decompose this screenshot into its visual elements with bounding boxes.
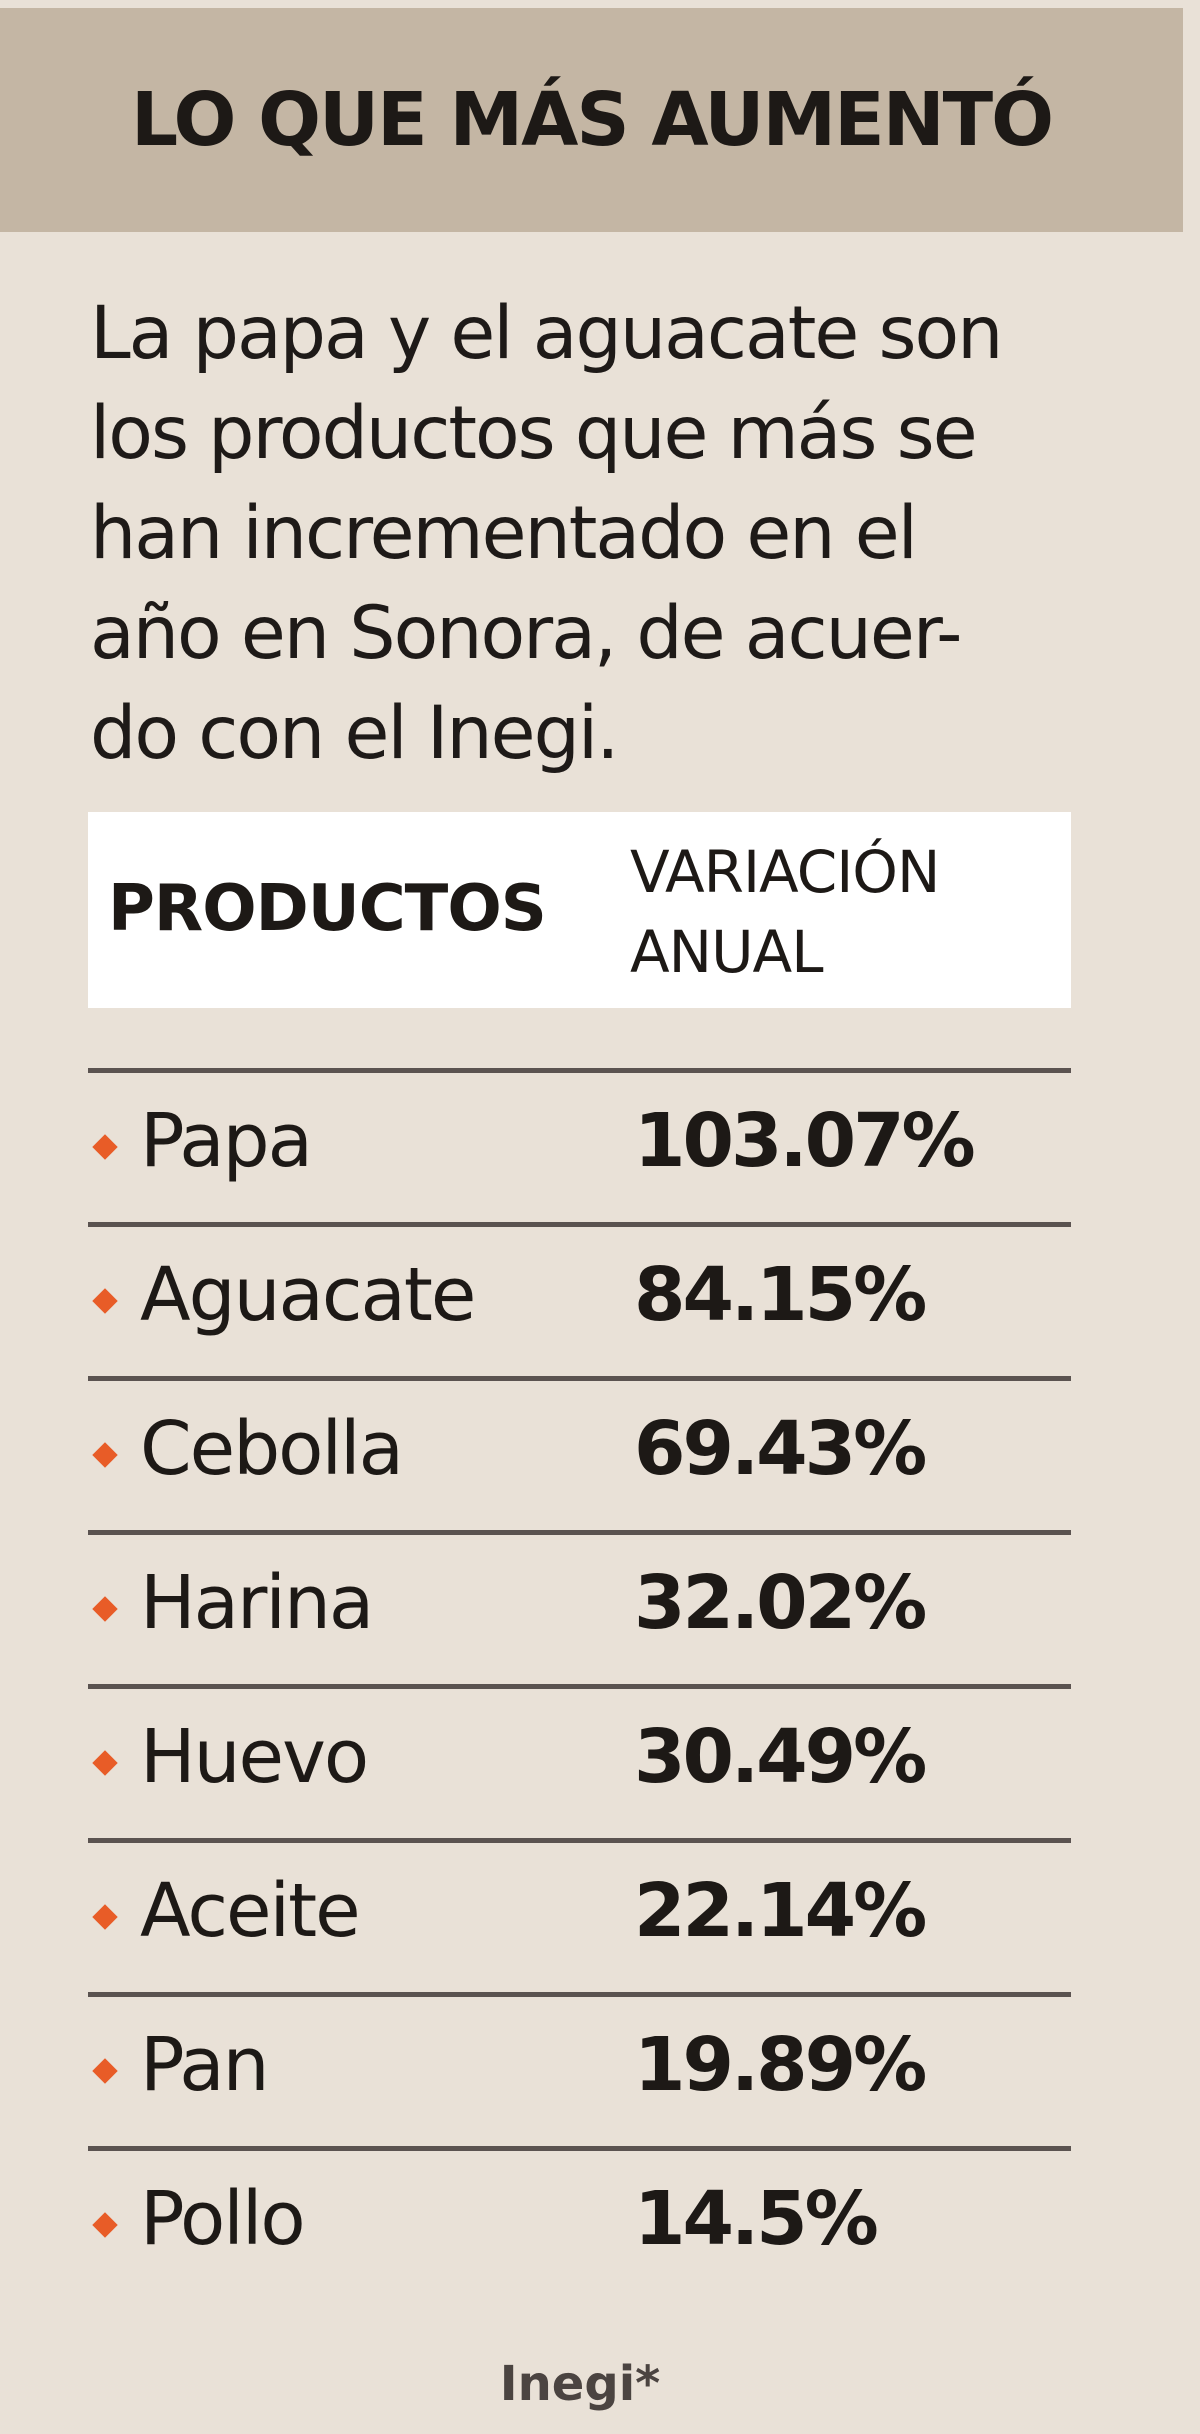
row-divider: [88, 1530, 1071, 1535]
product-name: Pollo: [140, 2176, 306, 2262]
product-name: Pan: [140, 2022, 270, 2108]
row-divider: [88, 1068, 1071, 1073]
row-divider: [88, 2146, 1071, 2151]
variation-value: 19.89%: [634, 2022, 927, 2108]
diamond-bullet-icon: [92, 1596, 118, 1622]
table-row: Papa 103.07%: [88, 1072, 1071, 1222]
source-note: Inegi*: [499, 2356, 661, 2412]
diamond-bullet-icon: [92, 1442, 118, 1468]
product-name: Aguacate: [140, 1252, 476, 1338]
row-divider: [88, 1376, 1071, 1381]
table-row: Pollo 14.5%: [88, 2150, 1071, 2300]
table-body: Papa 103.07% Aguacate 84.15% Cebolla 69.43% Ha…: [88, 1068, 1071, 2262]
table-row: Cebolla 69.43%: [88, 1380, 1071, 1530]
intro-text: La papa y el aguacate son los productos …: [90, 291, 1003, 776]
product-name: Harina: [140, 1560, 374, 1646]
product-name: Cebolla: [140, 1406, 404, 1492]
variation-value: 69.43%: [634, 1406, 927, 1492]
row-divider: [88, 1222, 1071, 1227]
table-row: Huevo 30.49%: [88, 1688, 1071, 1838]
page-title: LO QUE MÁS AUMENTÓ: [130, 77, 1054, 163]
column-header-products: PRODUCTOS: [108, 872, 547, 946]
row-divider: [88, 1684, 1071, 1689]
row-divider: [88, 1838, 1071, 1843]
variation-value: 84.15%: [634, 1252, 927, 1338]
diamond-bullet-icon: [92, 2212, 118, 2238]
table-header: PRODUCTOS VARIACIÓN ANUAL: [88, 812, 1071, 1008]
table-row: Pan 19.89%: [88, 1996, 1071, 2146]
variation-value: 103.07%: [634, 1098, 976, 1184]
header-band: LO QUE MÁS AUMENTÓ: [0, 8, 1183, 232]
product-name: Huevo: [140, 1714, 369, 1800]
row-divider: [88, 1992, 1071, 1997]
diamond-bullet-icon: [92, 2058, 118, 2084]
column-header-variation: VARIACIÓN ANUAL: [630, 838, 940, 986]
product-name: Aceite: [140, 1868, 361, 1954]
variation-value: 30.49%: [634, 1714, 927, 1800]
diamond-bullet-icon: [92, 1750, 118, 1776]
variation-value: 32.02%: [634, 1560, 927, 1646]
variation-value: 14.5%: [634, 2176, 879, 2262]
product-name: Papa: [140, 1098, 313, 1184]
table-row: Harina 32.02%: [88, 1534, 1071, 1684]
diamond-bullet-icon: [92, 1904, 118, 1930]
table-row: Aguacate 84.15%: [88, 1226, 1071, 1376]
diamond-bullet-icon: [92, 1288, 118, 1314]
diamond-bullet-icon: [92, 1134, 118, 1160]
variation-value: 22.14%: [634, 1868, 927, 1954]
table-row: Aceite 22.14%: [88, 1842, 1071, 1992]
